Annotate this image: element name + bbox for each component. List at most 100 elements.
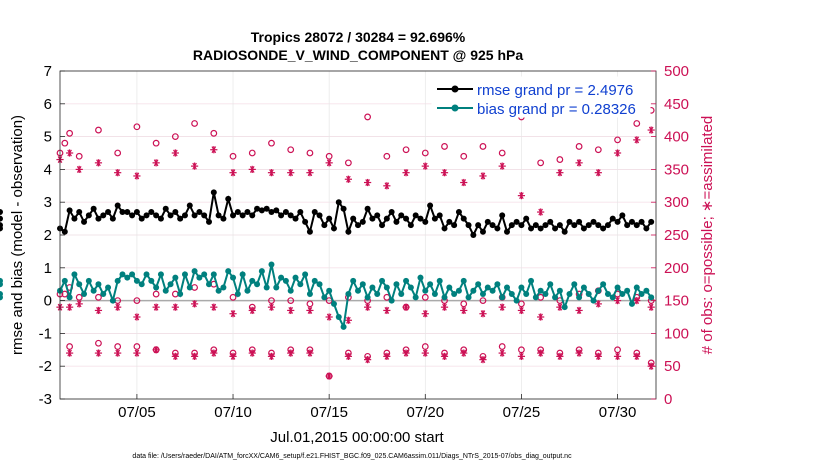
x-tick-label: 07/20 <box>407 404 445 421</box>
rmse-point <box>518 222 525 229</box>
possible-obs-marker <box>479 297 487 305</box>
right-axis: 0 50 100 150 200 250 300 350 400 450 500 <box>651 63 689 408</box>
assimilated-obs-marker <box>66 349 74 357</box>
assimilated-obs-marker <box>133 313 141 321</box>
assimilated-obs-marker <box>75 300 83 308</box>
bias-point <box>388 297 395 304</box>
possible-obs-marker <box>306 300 314 308</box>
assimilated-obs-marker <box>287 349 295 357</box>
rmse-point <box>580 225 587 232</box>
rmse-point <box>604 222 611 229</box>
rmse-point <box>66 207 73 214</box>
rmse-point <box>585 222 592 229</box>
rmse-point <box>306 228 313 235</box>
assimilated-obs-marker <box>517 306 526 315</box>
bias-point <box>268 261 275 268</box>
assimilated-obs-marker <box>133 172 141 180</box>
possible-obs-marker <box>133 123 141 131</box>
rmse-point <box>537 225 544 232</box>
assimilated-obs-marker <box>229 310 237 318</box>
assimilated-obs-marker <box>210 146 218 154</box>
bias-point <box>215 287 222 294</box>
assimilated-obs-marker <box>267 169 276 177</box>
rmse-point <box>489 222 496 229</box>
bias-point <box>263 284 270 291</box>
assimilated-obs-marker <box>364 303 372 311</box>
bias-point <box>552 294 559 301</box>
bias-point <box>167 281 174 288</box>
y-tick-label: 5 <box>44 129 52 146</box>
rmse-point <box>523 215 530 222</box>
assimilated-obs-marker <box>306 169 314 177</box>
bias-point <box>292 274 299 281</box>
rmse-point <box>355 222 361 229</box>
rmse-point <box>282 209 289 216</box>
possible-obs-marker <box>498 149 506 157</box>
possible-obs-marker <box>210 129 218 137</box>
rmse-point <box>547 218 554 225</box>
y-axis-label: rmse and bias (model - observation) <box>9 115 26 355</box>
rmse-point <box>95 215 102 222</box>
rmse-point <box>292 215 299 222</box>
rmse-point <box>297 209 304 216</box>
legend-bias-marker <box>451 104 459 112</box>
bias-point <box>398 291 405 298</box>
bias-point <box>220 284 227 291</box>
bias-point <box>350 277 357 284</box>
possible-obs-marker <box>556 156 564 163</box>
y-tick-label: -1 <box>39 325 52 342</box>
bias-point <box>109 297 116 304</box>
x-tick-label: 07/30 <box>599 404 637 421</box>
rmse-point <box>273 207 280 214</box>
bias-point <box>81 291 88 298</box>
rmse-point <box>460 215 467 222</box>
bias-point <box>648 294 655 301</box>
assimilated-obs-marker <box>556 352 564 360</box>
possible-obs-marker <box>133 297 141 305</box>
rmse-point <box>542 222 549 229</box>
bias-point <box>191 268 198 275</box>
possible-obs-marker <box>268 139 275 147</box>
assimilated-obs-marker <box>460 178 468 187</box>
bias-point <box>590 297 597 304</box>
x-tick-label: 07/05 <box>118 404 156 421</box>
bias-point <box>153 284 160 291</box>
assimilated-obs-marker <box>537 208 545 216</box>
rmse-point <box>595 222 602 229</box>
bias-point <box>129 271 136 278</box>
y-tick-label: 0 <box>44 293 52 310</box>
rmse-point <box>552 225 559 232</box>
left-axis: -3 -2 -1 0 1 2 3 4 5 6 7 <box>39 63 65 408</box>
bias-point <box>340 323 347 330</box>
assimilated-obs-marker <box>229 352 237 360</box>
legend-rmse-label: rmse grand pr = 2.4976 <box>477 82 633 99</box>
possible-obs-marker <box>594 146 602 154</box>
possible-obs-marker <box>421 149 429 157</box>
legend: rmse grand pr = 2.4976 bias grand pr = 0… <box>431 76 651 118</box>
rmse-point <box>398 212 405 219</box>
rmse-point <box>619 212 626 219</box>
assimilated-obs-marker <box>594 300 602 308</box>
possible-obs-marker <box>61 139 69 147</box>
rmse-point <box>556 222 563 229</box>
possible-obs-marker <box>287 297 295 305</box>
assimilated-obs-marker <box>479 310 487 318</box>
rmse-point <box>350 215 357 222</box>
possible-obs-marker <box>614 346 621 354</box>
rmse-point <box>508 222 515 229</box>
bias-point <box>446 284 453 291</box>
assimilated-obs-marker <box>537 313 545 321</box>
bias-point <box>61 277 68 284</box>
x-axis: 07/05 07/10 07/15 07/20 07/25 07/30 <box>118 394 636 421</box>
y2-tick-label: 150 <box>664 293 689 310</box>
bias-point <box>148 277 155 284</box>
assimilated-obs-marker <box>171 352 179 360</box>
rmse-point <box>157 215 164 222</box>
rmse-point <box>364 205 371 212</box>
bias-point <box>499 294 506 301</box>
possible-obs-marker <box>191 120 198 127</box>
possible-obs-marker <box>61 290 69 298</box>
bias-point <box>628 300 635 307</box>
possible-obs-marker <box>402 146 410 154</box>
rmse-point <box>628 218 635 225</box>
